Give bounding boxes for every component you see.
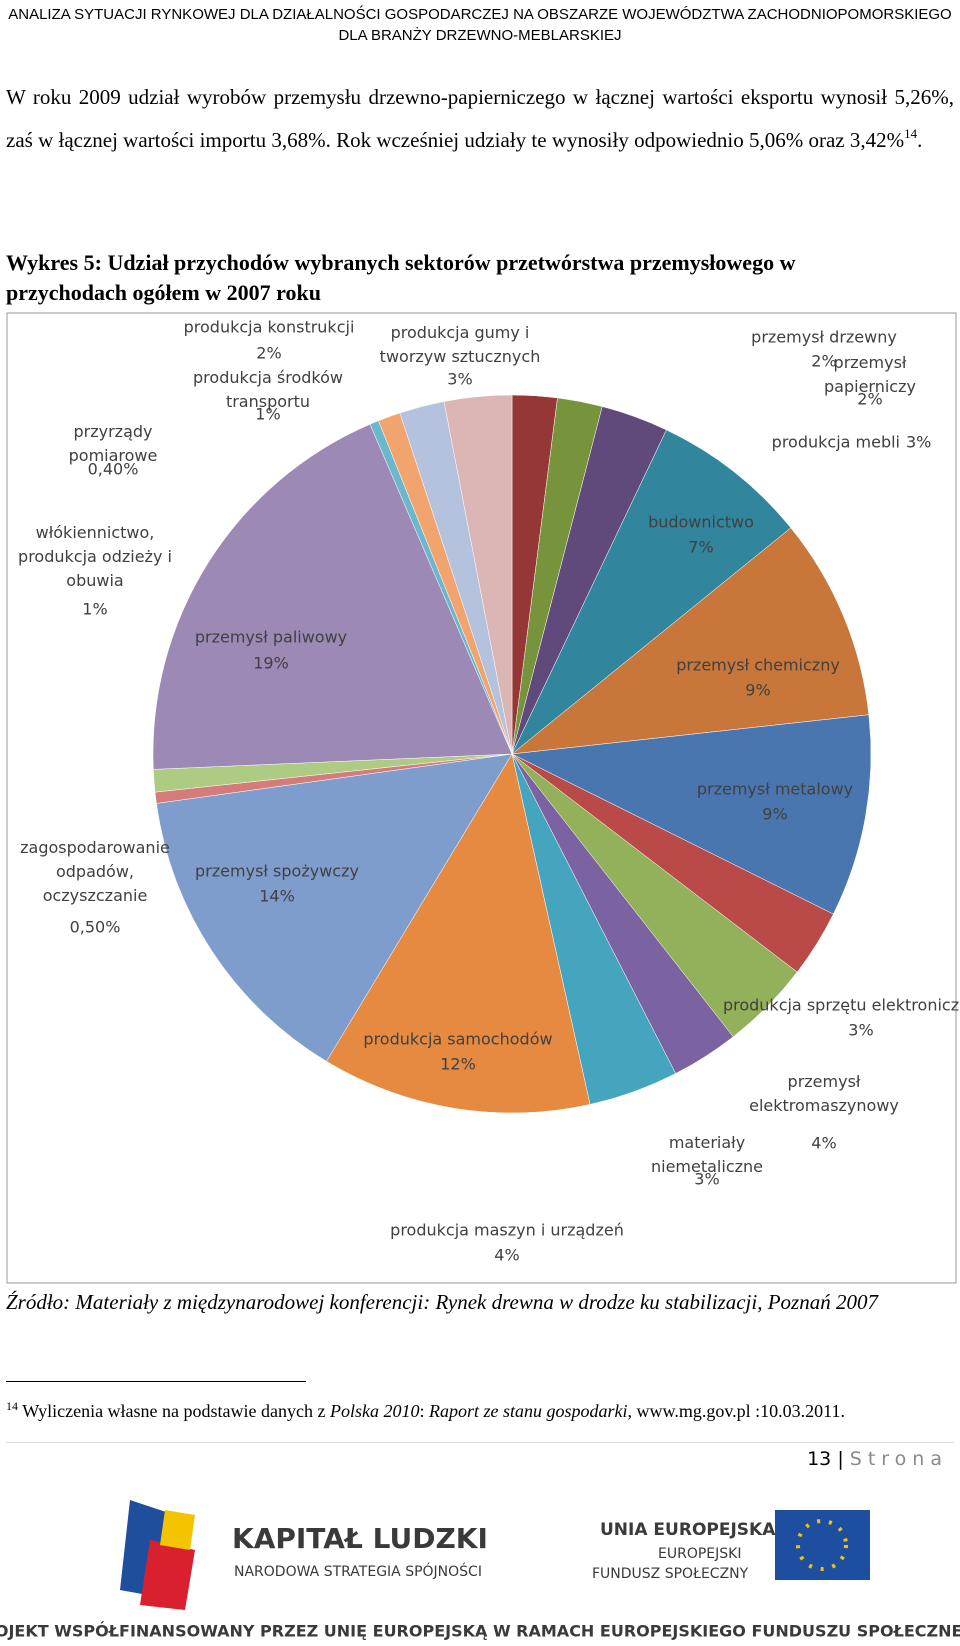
data-label-name: produkcja konstrukcji [184, 318, 355, 337]
header-line: DLA BRANŻY DRZEWNO-MEBLARSKIEJ [338, 27, 622, 44]
logo-sub: FUNDUSZ SPOŁECZNY [592, 1566, 749, 1582]
data-label-name: przemysł drzewny [751, 328, 897, 347]
pie-slice [511, 714, 872, 915]
separator [6, 1442, 954, 1443]
logo-shape [140, 1540, 195, 1610]
footnote-italic: Raport ze stanu gospodarki [429, 1401, 628, 1421]
data-label-value: 1% [255, 405, 280, 424]
data-label-name: produkcja maszyn i urządzeń [390, 1221, 624, 1240]
logo-shape [160, 1510, 195, 1550]
data-label-name: przemysł spożywczy [195, 862, 359, 881]
data-label-value: 0,40% [88, 460, 139, 479]
data-label-name: produkcja środków transportu [193, 368, 343, 411]
data-label-value: 4% [494, 1246, 519, 1265]
page-number: 13 | Strona [807, 1448, 948, 1470]
paragraph: W roku 2009 udział wyrobów przemysłu drz… [6, 76, 954, 162]
footnote: 14 Wyliczenia własne na podstawie danych… [6, 1395, 954, 1422]
data-label-name: przemysł paliwowy [195, 628, 347, 647]
footnote-number: 14 [6, 1399, 18, 1413]
data-label-value: 12% [440, 1055, 476, 1074]
data-label-value: 2% [811, 352, 836, 371]
eu-stars [796, 1519, 848, 1571]
page-num: 13 [807, 1448, 832, 1470]
data-label-value: 1% [82, 600, 107, 619]
page-sep: | [837, 1448, 844, 1470]
data-label-value: 3% [694, 1170, 719, 1189]
logo-sub: NARODOWA STRATEGIA SPÓJNOŚCI [234, 1562, 482, 1580]
data-label-name: przyrządy pomiarowe [69, 422, 158, 465]
data-label-value: 4% [811, 1134, 836, 1153]
header-line: ANALIZA SYTUACJI RYNKOWEJ DLA DZIAŁALNOŚ… [8, 6, 952, 23]
footnote-ref: 14 [904, 126, 918, 141]
logos: KAPITAŁ LUDZKI NARODOWA STRATEGIA SPÓJNO… [0, 1500, 960, 1641]
data-label-name: produkcja samochodów [363, 1030, 552, 1049]
data-label-name: materiały niemetaliczne [651, 1133, 763, 1176]
logo-title: KAPITAŁ LUDZKI [232, 1522, 488, 1555]
data-label-name: przemysł chemiczny [676, 656, 840, 675]
data-label-value: 7% [688, 538, 713, 557]
data-label-value: 2% [857, 390, 882, 409]
pie-slice [326, 753, 591, 1114]
pie-slice [511, 527, 870, 755]
pie-slice [152, 423, 513, 770]
chart-title: Wykres 5: Udział przychodów wybranych se… [6, 250, 796, 305]
data-label-name: przemysł metalowy [697, 780, 853, 799]
paragraph-text: W roku 2009 udział wyrobów przemysłu drz… [6, 85, 954, 152]
data-label-value: 3% [848, 1021, 873, 1040]
data-label-name: przemysł papierniczy [824, 353, 916, 396]
data-label-name: zagospodarowanie odpadów, oczyszczanie [20, 838, 170, 905]
data-label-name: produkcja sprzętu elektronicznego [723, 996, 960, 1015]
pie-slice [156, 753, 513, 1062]
data-label-name: produkcja gumy i tworzyw sztucznych [380, 323, 541, 366]
bottom-text: PROJEKT WSPÓŁFINANSOWANY PRZEZ UNIĘ EURO… [0, 1622, 960, 1641]
paragraph-end: . [917, 128, 923, 152]
data-label-value: 2% [256, 344, 281, 363]
data-label-value: 3% [906, 433, 931, 452]
data-label-name: włókiennictwo, produkcja odzieży i obuwia [18, 523, 172, 590]
data-label-value: 9% [762, 805, 787, 824]
footnote-italic: Polska 2010 [329, 1401, 420, 1421]
chart-frame [6, 312, 957, 1284]
footnote-end: , www.mg.gov.pl :10.03.2011. [627, 1401, 846, 1421]
data-label-value: 0,50% [70, 918, 121, 937]
data-label-value: 3% [447, 370, 472, 389]
data-label-value: 19% [253, 654, 289, 673]
data-label-name: produkcja mebli [772, 433, 900, 452]
footnote-rule [6, 1381, 306, 1382]
footnote-sep: : [419, 1401, 429, 1421]
page-word: Strona [849, 1448, 948, 1470]
logo-title: UNIA EUROPEJSKA [600, 1520, 776, 1540]
pie-slice [443, 394, 513, 755]
data-label-name: budownictwo [648, 513, 754, 532]
footnote-text: Wyliczenia własne na podstawie danych z [22, 1401, 330, 1421]
pie-slice [511, 429, 792, 755]
data-label-value: 9% [745, 681, 770, 700]
source: Źródło: Materiały z międzynarodowej konf… [6, 1290, 878, 1314]
data-label-value: 14% [259, 887, 295, 906]
logo-sub: EUROPEJSKI [658, 1546, 741, 1562]
data-label-name: przemysł elektromaszynowy [749, 1072, 899, 1115]
